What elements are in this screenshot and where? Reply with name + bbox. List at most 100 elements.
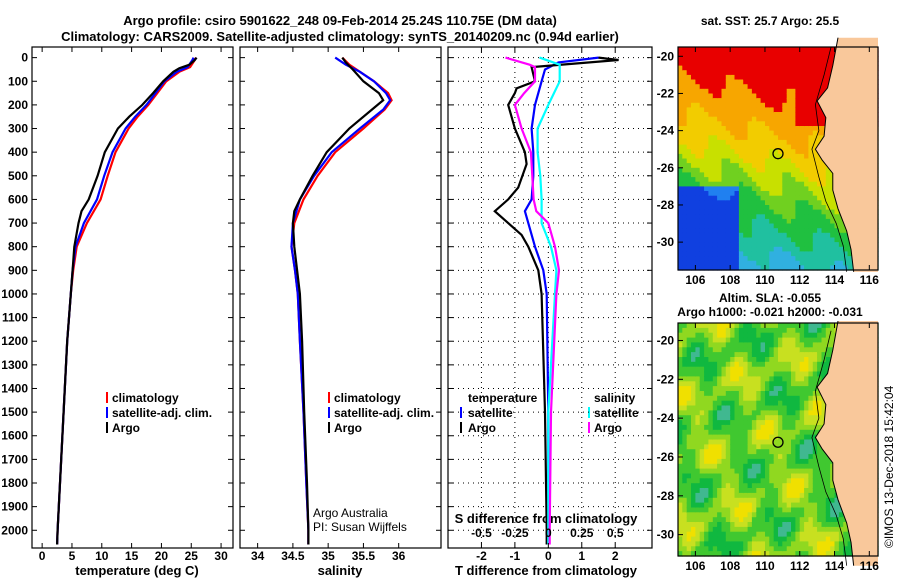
sst-cell (773, 191, 779, 197)
sla-cell (821, 488, 827, 494)
sla-cell (791, 492, 796, 499)
sst-cell (730, 246, 736, 252)
sst-cell (738, 130, 744, 136)
sst-cell (682, 107, 688, 113)
sst-cell (691, 116, 696, 122)
sst-cell (708, 237, 714, 243)
y-tick-label: 1600 (1, 429, 28, 443)
sst-cell (682, 51, 688, 57)
sst-cell (769, 186, 775, 192)
sst-cell (751, 153, 757, 160)
sst-cell (717, 177, 722, 183)
sla-cell (725, 405, 731, 411)
sla-cell (769, 454, 775, 460)
sst-cell (799, 102, 805, 108)
sst-cell (769, 130, 775, 136)
sst-cell (825, 237, 831, 243)
sla-cell (804, 468, 809, 475)
sst-cell (691, 237, 696, 243)
sst-cell (721, 237, 727, 243)
sst-cell (678, 265, 683, 271)
sla-cell (717, 541, 722, 547)
sla-cell (782, 454, 788, 460)
sla-cell (773, 468, 779, 475)
sla-cell (730, 323, 736, 329)
sla-cell (821, 371, 827, 377)
sst-cell (821, 163, 827, 169)
sla-cell (721, 323, 727, 329)
sla-cell (756, 522, 762, 528)
sla-cell (734, 342, 740, 348)
sla-cell (795, 361, 801, 368)
sla-cell (725, 526, 731, 533)
sst-cell (751, 242, 757, 248)
sst-cell (773, 172, 779, 178)
sst-cell (730, 149, 736, 155)
sst-cell (769, 112, 775, 118)
sst-cell (686, 237, 692, 243)
sst-cell (751, 144, 757, 150)
sst-cell (678, 246, 683, 252)
sla-cell (808, 332, 814, 339)
sla-cell (734, 347, 740, 353)
sla-cell (686, 541, 692, 547)
sla-cell (812, 337, 818, 344)
sst-cell (786, 256, 792, 262)
sst-cell (725, 218, 731, 225)
sst-cell (808, 251, 814, 257)
sst-cell (730, 102, 736, 108)
sst-cell (765, 158, 770, 164)
sla-cell (695, 531, 701, 538)
sst-cell (678, 135, 683, 141)
sla-cell (751, 342, 757, 348)
sla-cell (738, 391, 744, 397)
sst-cell (795, 56, 801, 62)
sst-cell (769, 223, 775, 229)
sst-cell (847, 260, 853, 266)
sla-cell (773, 546, 779, 552)
sst-cell (812, 88, 818, 94)
lat-tick-label: -26 (657, 161, 675, 175)
sla-cell (765, 352, 770, 358)
sst-cell (804, 209, 809, 215)
sla-cell (751, 352, 757, 358)
sst-cell (686, 260, 692, 266)
sla-cell (704, 415, 709, 421)
sla-cell (765, 536, 770, 543)
sla-cell (738, 526, 744, 533)
sst-cell (808, 65, 814, 71)
sst-cell (730, 130, 736, 136)
sst-cell (725, 70, 731, 76)
series-line-climatology (56, 57, 197, 545)
sla-cell (725, 327, 731, 334)
sla-cell (704, 400, 709, 407)
sla-cell (730, 551, 736, 557)
sla-cell (725, 458, 731, 465)
sla-cell (778, 473, 783, 479)
sst-cell (721, 251, 727, 257)
sst-cell (730, 112, 736, 118)
sst-cell (708, 70, 714, 76)
sst-cell (812, 112, 818, 118)
sst-cell (730, 223, 736, 229)
sst-cell (704, 112, 709, 118)
sla-cell (769, 323, 775, 329)
sst-cell (730, 214, 736, 220)
sst-cell (699, 56, 705, 62)
sla-cell (743, 381, 749, 387)
sla-cell (704, 405, 709, 411)
sst-cell (812, 98, 818, 104)
sla-cell (760, 488, 766, 494)
sla-cell (799, 366, 805, 373)
sst-cell (791, 228, 796, 234)
sst-cell (721, 56, 727, 62)
sla-cell (751, 492, 757, 499)
sla-cell (765, 332, 770, 339)
sst-cell (773, 56, 779, 62)
sst-cell (734, 200, 740, 206)
sla-cell (817, 526, 822, 533)
sst-cell (743, 126, 749, 132)
sla-cell (691, 458, 696, 465)
sla-cell (769, 536, 775, 543)
x-tick-label: 15 (125, 549, 139, 563)
